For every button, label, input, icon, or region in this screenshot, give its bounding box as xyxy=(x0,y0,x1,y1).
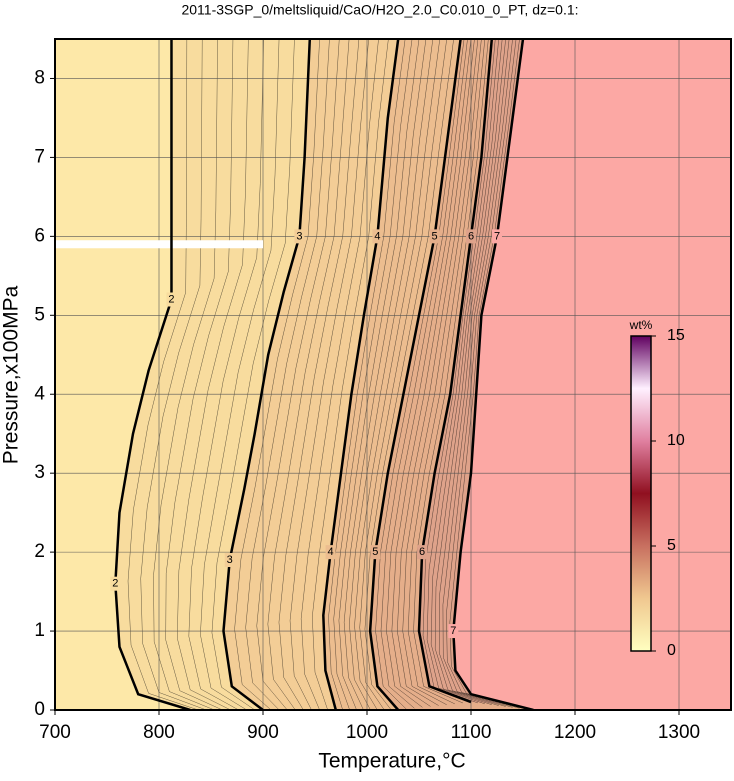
x-tick-label: 1300 xyxy=(658,722,700,743)
x-tick-label: 1000 xyxy=(346,722,388,743)
contour-label-bg xyxy=(372,229,383,244)
contour-label: 2 xyxy=(168,293,174,305)
contour-label: 6 xyxy=(419,546,425,558)
y-tick-label: 0 xyxy=(34,699,45,720)
contour-fill xyxy=(453,39,731,710)
minor-contour xyxy=(430,39,503,705)
contour-label-bg xyxy=(325,545,336,560)
minor-contour xyxy=(386,39,472,708)
contour-label: 6 xyxy=(468,230,474,242)
contour-label-bg xyxy=(466,229,476,244)
minor-contour xyxy=(349,39,434,710)
contour-line xyxy=(322,39,400,710)
y-tick-label: 8 xyxy=(34,67,45,88)
y-tick-label: 4 xyxy=(34,383,45,404)
colorbar-tick-label: 15 xyxy=(667,327,685,344)
minor-contour xyxy=(397,39,479,706)
minor-contour xyxy=(426,39,499,705)
minor-contour xyxy=(364,39,454,710)
minor-contour xyxy=(234,39,320,710)
contour-label: 4 xyxy=(374,230,380,242)
colorbar xyxy=(630,335,652,652)
contour-label: 2 xyxy=(112,578,118,590)
y-tick-label: 7 xyxy=(34,146,45,167)
contour-label: 5 xyxy=(432,230,438,242)
colorbar-label: wt% xyxy=(629,318,653,332)
contour-label: 3 xyxy=(227,554,233,566)
x-tick-label: 800 xyxy=(143,722,175,743)
x-tick-label: 1200 xyxy=(554,722,596,743)
minor-contour xyxy=(442,39,513,708)
minor-contour xyxy=(359,39,447,710)
minor-contour xyxy=(434,39,506,706)
contour-label-bg xyxy=(417,545,428,560)
minor-contour xyxy=(402,39,482,705)
contour-label: 7 xyxy=(450,625,456,637)
minor-contour xyxy=(328,39,406,710)
chart-title: 2011-3SGP_0/meltsliquid/CaO/H2O_2.0_C0.0… xyxy=(181,2,578,18)
contour-line xyxy=(222,39,312,710)
y-tick-label: 5 xyxy=(34,304,45,325)
minor-contour xyxy=(256,39,340,710)
y-tick-label: 6 xyxy=(34,225,45,246)
contour-line xyxy=(417,39,494,704)
contour-label-bg xyxy=(448,624,459,639)
minor-contour xyxy=(300,39,379,710)
plot-frame xyxy=(54,38,732,711)
minor-contour xyxy=(380,39,468,709)
contour-label-bg xyxy=(224,553,235,568)
y-tick-label: 3 xyxy=(34,462,45,483)
minor-contour xyxy=(245,39,330,710)
y-axis-label: Pressure,x100MPa xyxy=(0,285,23,464)
minor-contour xyxy=(177,39,249,710)
minor-contour xyxy=(338,39,420,710)
minor-contour xyxy=(333,39,413,710)
minor-contour xyxy=(375,39,465,710)
minor-contour xyxy=(289,39,369,710)
x-tick-label: 900 xyxy=(247,722,279,743)
minor-contour xyxy=(200,39,280,710)
x-axis-label: Temperature,°C xyxy=(318,750,465,773)
contour-label-bg xyxy=(429,229,440,244)
minor-contour xyxy=(407,39,486,705)
contour-label: 7 xyxy=(494,230,500,242)
colorbar-tick-label: 0 xyxy=(667,642,676,659)
minor-contour xyxy=(127,39,199,710)
minor-contour xyxy=(354,39,441,710)
contour-line xyxy=(368,39,462,710)
x-tick-label: 1100 xyxy=(451,722,492,743)
minor-contour xyxy=(278,39,360,710)
minor-contour xyxy=(311,39,389,710)
minor-contour xyxy=(343,39,427,710)
minor-contour xyxy=(449,39,527,710)
contour-label: 4 xyxy=(328,546,334,558)
plot-area: 2 2 3 3 4 4 5 5 6 6 7 7 xyxy=(55,39,731,710)
minor-contour xyxy=(188,39,264,710)
colorbar-tick-label: 10 xyxy=(667,432,685,449)
contour-label: 3 xyxy=(296,230,302,242)
minor-contour xyxy=(422,39,496,704)
minor-contour xyxy=(267,39,350,710)
contour-label-bg xyxy=(294,229,305,244)
minor-contour xyxy=(391,39,475,707)
gap-band xyxy=(55,240,263,249)
contour-label: 5 xyxy=(372,546,378,558)
minor-contour xyxy=(438,39,510,707)
minor-contour xyxy=(211,39,295,710)
colorbar-tick-label: 5 xyxy=(667,537,676,554)
contour-line xyxy=(452,39,534,710)
minor-contour xyxy=(413,39,489,704)
y-tick-label: 1 xyxy=(34,620,45,641)
y-tick-label: 2 xyxy=(34,541,45,562)
contour-label-bg xyxy=(370,545,381,560)
contour-line xyxy=(114,39,191,710)
minor-contour xyxy=(140,39,207,710)
x-tick-label: 700 xyxy=(39,722,71,743)
contour-label-bg xyxy=(166,292,177,307)
contour-label-bg xyxy=(110,576,121,591)
contour-label-bg xyxy=(492,229,502,244)
minor-contour xyxy=(446,39,520,709)
